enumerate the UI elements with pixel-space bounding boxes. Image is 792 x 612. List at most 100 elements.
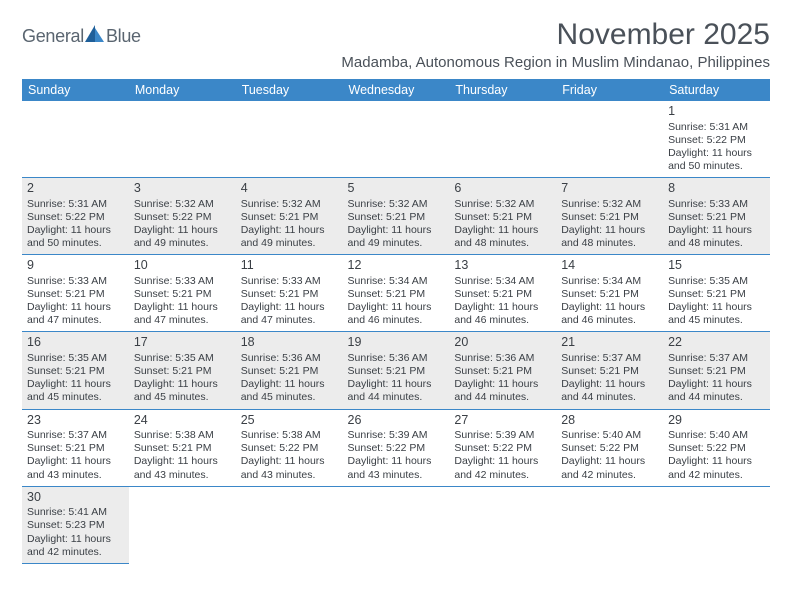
sunset-text: Sunset: 5:21 PM (348, 288, 445, 301)
calendar-cell: 12Sunrise: 5:34 AMSunset: 5:21 PMDayligh… (343, 255, 450, 332)
daylight-text: Daylight: 11 hours and 46 minutes. (561, 301, 658, 327)
day-number: 25 (241, 413, 338, 429)
day-header: Tuesday (236, 79, 343, 101)
day-number: 7 (561, 181, 658, 197)
calendar-cell: 19Sunrise: 5:36 AMSunset: 5:21 PMDayligh… (343, 332, 450, 409)
day-number: 20 (454, 335, 551, 351)
day-number: 18 (241, 335, 338, 351)
daylight-text: Daylight: 11 hours and 42 minutes. (668, 455, 765, 481)
calendar-cell: 1Sunrise: 5:31 AMSunset: 5:22 PMDaylight… (663, 101, 770, 178)
calendar-week-row: 1Sunrise: 5:31 AMSunset: 5:22 PMDaylight… (22, 101, 770, 178)
calendar-cell (236, 486, 343, 563)
calendar-cell: 25Sunrise: 5:38 AMSunset: 5:22 PMDayligh… (236, 409, 343, 486)
daylight-text: Daylight: 11 hours and 50 minutes. (27, 224, 124, 250)
sunrise-text: Sunrise: 5:32 AM (134, 198, 231, 211)
daylight-text: Daylight: 11 hours and 46 minutes. (348, 301, 445, 327)
calendar-cell: 4Sunrise: 5:32 AMSunset: 5:21 PMDaylight… (236, 178, 343, 255)
daylight-text: Daylight: 11 hours and 42 minutes. (561, 455, 658, 481)
calendar-cell: 24Sunrise: 5:38 AMSunset: 5:21 PMDayligh… (129, 409, 236, 486)
calendar-cell (236, 101, 343, 178)
daylight-text: Daylight: 11 hours and 48 minutes. (454, 224, 551, 250)
sunset-text: Sunset: 5:21 PM (27, 365, 124, 378)
daylight-text: Daylight: 11 hours and 43 minutes. (134, 455, 231, 481)
calendar-cell: 17Sunrise: 5:35 AMSunset: 5:21 PMDayligh… (129, 332, 236, 409)
calendar-cell (449, 101, 556, 178)
sunrise-text: Sunrise: 5:36 AM (348, 352, 445, 365)
sunset-text: Sunset: 5:21 PM (454, 365, 551, 378)
calendar-cell (556, 101, 663, 178)
daylight-text: Daylight: 11 hours and 44 minutes. (348, 378, 445, 404)
sunrise-text: Sunrise: 5:34 AM (348, 275, 445, 288)
daylight-text: Daylight: 11 hours and 48 minutes. (561, 224, 658, 250)
sunset-text: Sunset: 5:23 PM (27, 519, 124, 532)
sunset-text: Sunset: 5:21 PM (134, 288, 231, 301)
sunset-text: Sunset: 5:21 PM (561, 211, 658, 224)
sunrise-text: Sunrise: 5:33 AM (668, 198, 765, 211)
daylight-text: Daylight: 11 hours and 43 minutes. (27, 455, 124, 481)
day-number: 23 (27, 413, 124, 429)
daylight-text: Daylight: 11 hours and 45 minutes. (27, 378, 124, 404)
calendar-cell: 21Sunrise: 5:37 AMSunset: 5:21 PMDayligh… (556, 332, 663, 409)
calendar-cell: 18Sunrise: 5:36 AMSunset: 5:21 PMDayligh… (236, 332, 343, 409)
calendar-cell: 15Sunrise: 5:35 AMSunset: 5:21 PMDayligh… (663, 255, 770, 332)
brand-word1: General (22, 26, 84, 47)
day-number: 30 (27, 490, 124, 506)
sunset-text: Sunset: 5:21 PM (348, 211, 445, 224)
sunset-text: Sunset: 5:21 PM (241, 211, 338, 224)
daylight-text: Daylight: 11 hours and 44 minutes. (454, 378, 551, 404)
sunrise-text: Sunrise: 5:32 AM (348, 198, 445, 211)
daylight-text: Daylight: 11 hours and 50 minutes. (668, 147, 765, 173)
calendar-cell: 11Sunrise: 5:33 AMSunset: 5:21 PMDayligh… (236, 255, 343, 332)
day-number: 8 (668, 181, 765, 197)
calendar-cell (129, 101, 236, 178)
sunrise-text: Sunrise: 5:37 AM (668, 352, 765, 365)
day-header: Thursday (449, 79, 556, 101)
sunrise-text: Sunrise: 5:38 AM (241, 429, 338, 442)
day-number: 21 (561, 335, 658, 351)
brand-logo: General Blue (22, 24, 141, 49)
daylight-text: Daylight: 11 hours and 48 minutes. (668, 224, 765, 250)
daylight-text: Daylight: 11 hours and 43 minutes. (348, 455, 445, 481)
daylight-text: Daylight: 11 hours and 45 minutes. (668, 301, 765, 327)
sunset-text: Sunset: 5:21 PM (561, 288, 658, 301)
sunset-text: Sunset: 5:22 PM (134, 211, 231, 224)
sunset-text: Sunset: 5:21 PM (134, 442, 231, 455)
day-number: 6 (454, 181, 551, 197)
calendar-cell: 6Sunrise: 5:32 AMSunset: 5:21 PMDaylight… (449, 178, 556, 255)
sunrise-text: Sunrise: 5:36 AM (454, 352, 551, 365)
page-subtitle: Madamba, Autonomous Region in Muslim Min… (22, 54, 770, 71)
sunrise-text: Sunrise: 5:34 AM (454, 275, 551, 288)
day-number: 5 (348, 181, 445, 197)
daylight-text: Daylight: 11 hours and 44 minutes. (561, 378, 658, 404)
day-number: 14 (561, 258, 658, 274)
sunset-text: Sunset: 5:21 PM (241, 288, 338, 301)
daylight-text: Daylight: 11 hours and 45 minutes. (241, 378, 338, 404)
day-number: 22 (668, 335, 765, 351)
sunrise-text: Sunrise: 5:31 AM (27, 198, 124, 211)
sunrise-text: Sunrise: 5:37 AM (27, 429, 124, 442)
sunset-text: Sunset: 5:22 PM (27, 211, 124, 224)
sunrise-text: Sunrise: 5:37 AM (561, 352, 658, 365)
day-header: Sunday (22, 79, 129, 101)
sunrise-text: Sunrise: 5:32 AM (454, 198, 551, 211)
sunset-text: Sunset: 5:21 PM (668, 211, 765, 224)
day-number: 19 (348, 335, 445, 351)
calendar-cell: 22Sunrise: 5:37 AMSunset: 5:21 PMDayligh… (663, 332, 770, 409)
calendar-week-row: 30Sunrise: 5:41 AMSunset: 5:23 PMDayligh… (22, 486, 770, 563)
daylight-text: Daylight: 11 hours and 45 minutes. (134, 378, 231, 404)
calendar-cell: 9Sunrise: 5:33 AMSunset: 5:21 PMDaylight… (22, 255, 129, 332)
sunset-text: Sunset: 5:21 PM (668, 365, 765, 378)
daylight-text: Daylight: 11 hours and 43 minutes. (241, 455, 338, 481)
day-header: Wednesday (343, 79, 450, 101)
sunset-text: Sunset: 5:22 PM (668, 442, 765, 455)
calendar-table: Sunday Monday Tuesday Wednesday Thursday… (22, 79, 770, 564)
sunset-text: Sunset: 5:22 PM (668, 134, 765, 147)
sunrise-text: Sunrise: 5:34 AM (561, 275, 658, 288)
sunrise-text: Sunrise: 5:33 AM (134, 275, 231, 288)
calendar-cell: 14Sunrise: 5:34 AMSunset: 5:21 PMDayligh… (556, 255, 663, 332)
sunrise-text: Sunrise: 5:41 AM (27, 506, 124, 519)
calendar-cell: 2Sunrise: 5:31 AMSunset: 5:22 PMDaylight… (22, 178, 129, 255)
calendar-week-row: 23Sunrise: 5:37 AMSunset: 5:21 PMDayligh… (22, 409, 770, 486)
day-number: 26 (348, 413, 445, 429)
day-number: 2 (27, 181, 124, 197)
